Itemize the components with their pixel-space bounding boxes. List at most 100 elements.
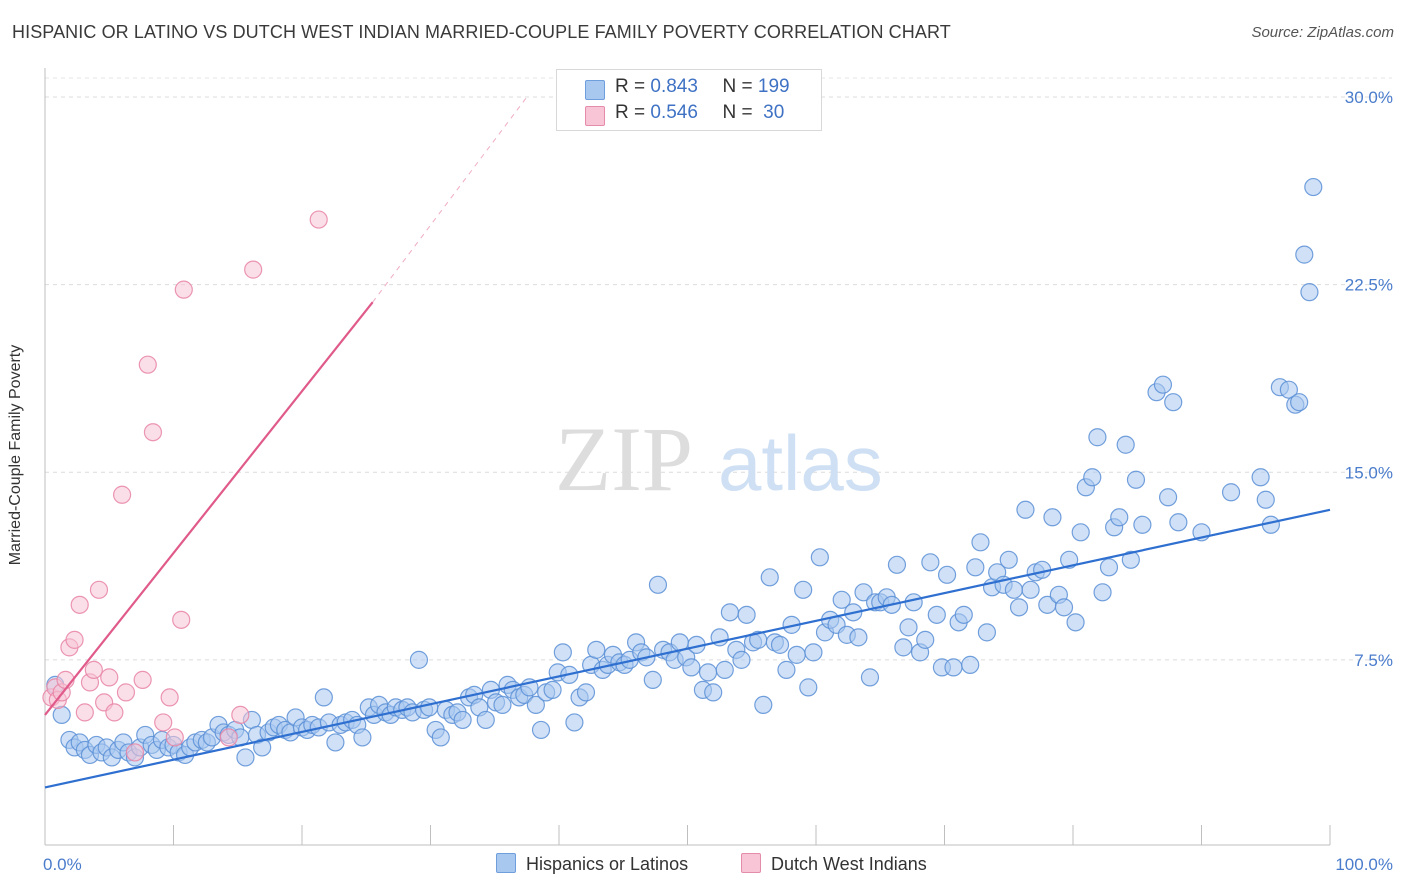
hispanic-point xyxy=(1093,583,1112,602)
legend-r-value: 0.546 xyxy=(650,102,698,123)
hispanic-point xyxy=(1221,483,1241,502)
hispanic-point xyxy=(777,660,796,679)
y-tick-label: 30.0% xyxy=(1345,88,1393,107)
dutch-point xyxy=(231,705,250,725)
hispanic-point xyxy=(236,748,255,767)
x-tick-label: 0.0% xyxy=(43,855,82,874)
hispanic-point xyxy=(698,663,718,682)
hispanic-point xyxy=(643,670,662,689)
hispanic-point xyxy=(1060,550,1079,569)
watermark-atlas: atlas xyxy=(718,419,883,507)
hispanic-point xyxy=(937,565,957,584)
hispanic-point xyxy=(810,548,829,567)
hispanic-point xyxy=(543,680,562,699)
hispanic-point xyxy=(431,728,450,747)
legend-swatch-hispanic xyxy=(585,80,605,100)
legend-text-dutch: R = 0.546 N = 30 xyxy=(615,102,784,124)
hispanic-point xyxy=(954,605,973,624)
hispanic-point xyxy=(927,605,946,624)
hispanic-point xyxy=(787,645,806,664)
hispanic-point xyxy=(682,658,701,677)
hispanic-point xyxy=(770,635,790,654)
hispanic-point xyxy=(944,658,963,677)
hispanic-point xyxy=(921,553,940,572)
hispanic-point xyxy=(804,643,823,662)
hispanic-point xyxy=(737,605,756,624)
hispanic-point xyxy=(253,738,272,757)
hispanic-point xyxy=(961,655,980,674)
dutch-point xyxy=(112,485,132,504)
dutch-point xyxy=(174,280,193,299)
dutch-point xyxy=(105,703,124,722)
chart-title: HISPANIC OR LATINO VS DUTCH WEST INDIAN … xyxy=(12,22,951,42)
legend-r-label: R = xyxy=(615,102,646,123)
hispanic-point xyxy=(860,668,880,687)
hispanic-point xyxy=(526,695,545,715)
bottom-legend-label-hispanic: Hispanics or Latinos xyxy=(526,854,689,874)
hispanic-point xyxy=(1083,468,1102,487)
bottom-legend-label-dutch: Dutch West Indians xyxy=(771,854,927,874)
hispanic-point xyxy=(732,650,751,669)
legend-r-label: R = xyxy=(615,76,646,97)
hispanic-point xyxy=(1021,580,1040,599)
hispanic-point xyxy=(1126,470,1146,489)
source-label: Source: ZipAtlas.com xyxy=(1251,24,1394,41)
watermark-zip: ZIP xyxy=(555,408,693,510)
hispanic-point xyxy=(1169,513,1188,532)
hispanic-point xyxy=(1304,177,1323,197)
dutch-point xyxy=(65,630,84,649)
hispanic-point xyxy=(1043,508,1062,527)
bottom-legend-swatch-dutch xyxy=(741,853,761,873)
hispanic-point xyxy=(1121,550,1140,569)
hispanic-point xyxy=(894,638,913,657)
y-tick-label: 22.5% xyxy=(1345,276,1393,295)
hispanic-point xyxy=(971,533,990,552)
hispanic-point xyxy=(1099,558,1119,577)
bottom-legend-swatch-hispanic xyxy=(496,853,516,873)
hispanic-point xyxy=(553,643,572,662)
hispanic-point xyxy=(52,705,71,725)
legend-n-value: 30 xyxy=(757,102,785,123)
legend-swatch-dutch xyxy=(585,106,605,126)
hispanic-point xyxy=(1153,375,1173,394)
hispanic-point xyxy=(720,603,740,622)
hispanic-point xyxy=(832,590,851,609)
hispanic-point xyxy=(1110,508,1129,527)
hispanic-point xyxy=(476,710,495,730)
dutch-point xyxy=(172,610,191,629)
hispanic-point xyxy=(1295,245,1314,264)
dutch-point xyxy=(165,728,184,747)
hispanic-point xyxy=(493,695,512,715)
hispanic-trend-line xyxy=(44,508,1331,789)
hispanic-point xyxy=(1004,580,1023,599)
hispanic-point xyxy=(1066,613,1085,632)
correlation-legend: R = 0.843 N = 199 R = 0.546 N = 30 xyxy=(556,69,822,131)
dutch-point xyxy=(244,260,263,279)
dutch-trend-line xyxy=(44,301,374,716)
dutch-point xyxy=(133,670,152,689)
y-tick-label: 15.0% xyxy=(1345,463,1393,482)
hispanic-point xyxy=(1071,523,1090,542)
hispanic-point xyxy=(1164,393,1183,412)
hispanic-point xyxy=(916,630,935,649)
hispanic-point xyxy=(854,583,873,602)
bottom-legend-hispanic: Hispanics or Latinos xyxy=(496,853,688,875)
hispanic-point xyxy=(565,713,584,732)
legend-n-value: 199 xyxy=(757,76,790,97)
legend-r-value: 0.843 xyxy=(650,76,698,97)
hispanic-point xyxy=(1279,380,1298,399)
y-tick-label: 7.5% xyxy=(1354,651,1393,670)
dutch-point xyxy=(89,580,109,599)
hispanic-point xyxy=(899,618,918,637)
hispanic-point xyxy=(754,695,773,715)
hispanic-point xyxy=(1016,500,1035,519)
dutch-point xyxy=(116,683,136,702)
hispanic-point xyxy=(1088,428,1107,447)
hispanic-point xyxy=(1158,488,1178,507)
hispanic-point xyxy=(760,568,779,587)
legend-n-label: N = xyxy=(722,76,753,97)
hispanic-point xyxy=(966,558,985,577)
hispanic-point xyxy=(531,720,551,740)
dutch-trend-extension xyxy=(372,96,528,303)
